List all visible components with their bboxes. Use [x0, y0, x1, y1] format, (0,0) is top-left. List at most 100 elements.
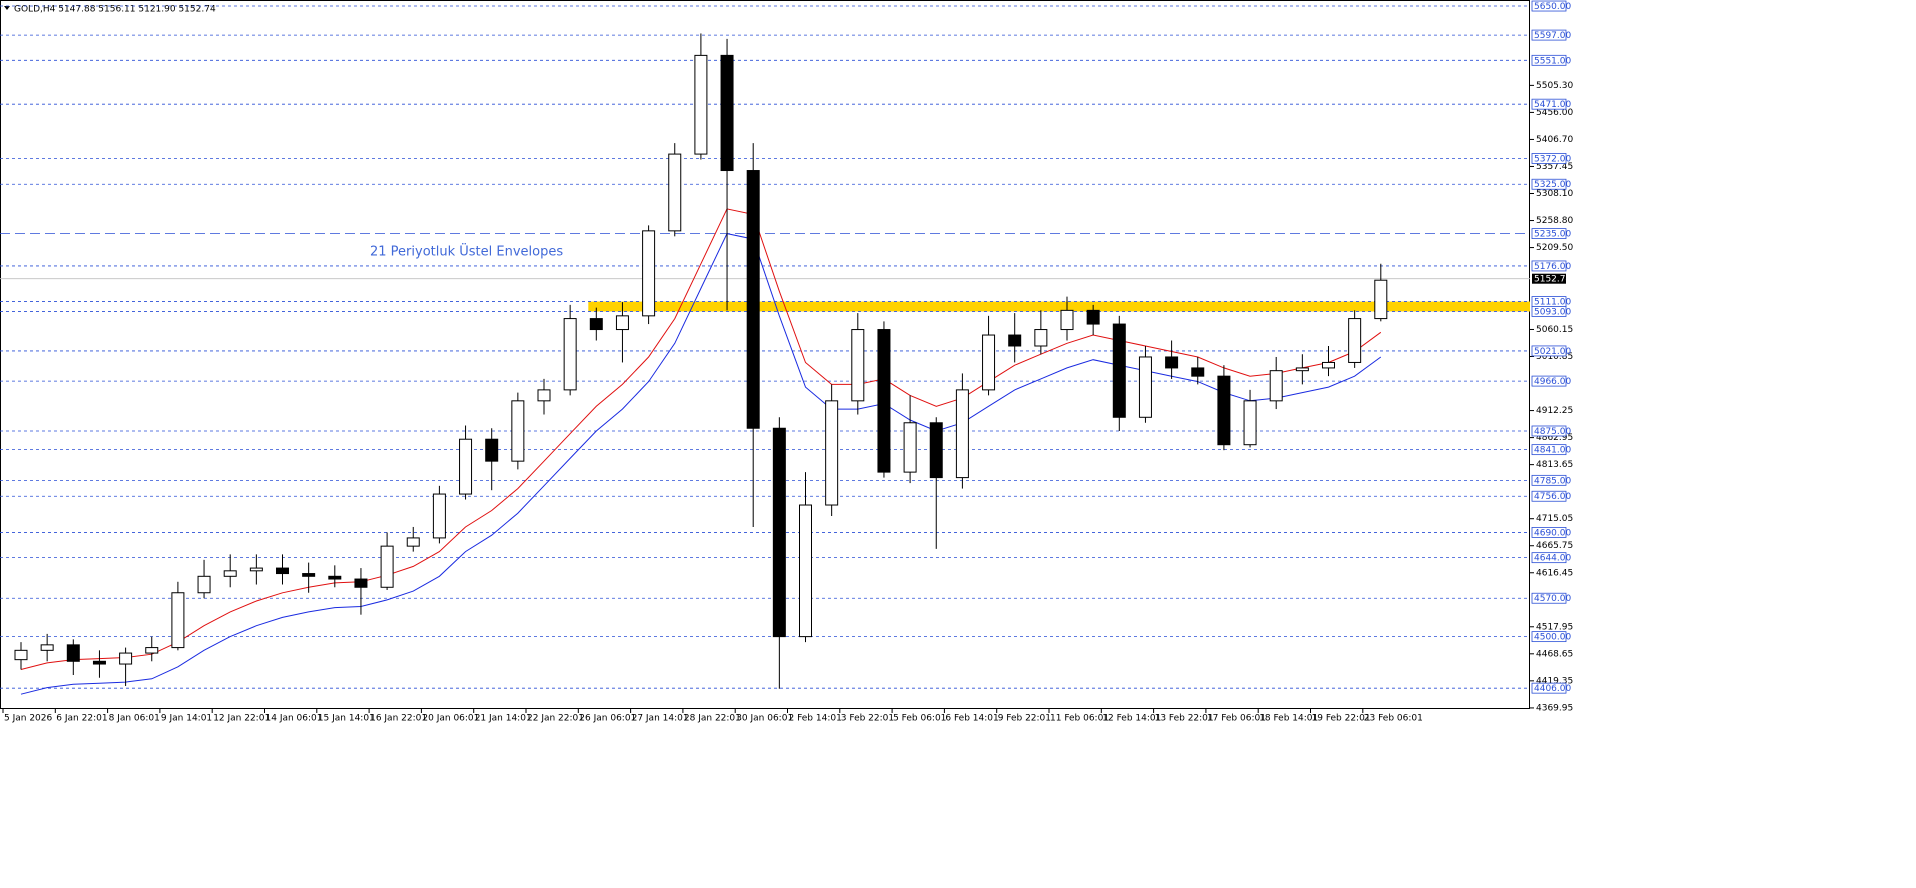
candle-body [563, 318, 577, 391]
candle [615, 302, 629, 363]
level-label-box [1531, 631, 1567, 643]
candle [1295, 354, 1309, 385]
candle-body [1348, 318, 1362, 363]
candle [772, 417, 786, 689]
candle [982, 315, 996, 396]
x-tick-label: 9 Feb 22:01 [998, 714, 1051, 724]
x-tick-label: 14 Jan 06:01 [266, 714, 323, 724]
candle [197, 559, 211, 599]
level-label: 4690.00 [1534, 528, 1571, 538]
y-tick-label: 5010.85 [1536, 352, 1573, 362]
candle-body [642, 230, 656, 317]
level-label: 4966.00 [1534, 377, 1571, 387]
x-tick-label: 8 Jan 06:01 [109, 714, 160, 724]
candle-body [1165, 356, 1179, 369]
x-tick-label: 20 Jan 06:01 [422, 714, 479, 724]
x-tick-label: 6 Jan 22:01 [56, 714, 107, 724]
candle-body [66, 644, 80, 662]
x-tick-label: 15 Jan 14:01 [318, 714, 375, 724]
candle-body [92, 660, 106, 665]
candle-body [903, 422, 917, 473]
candle-body [851, 329, 865, 402]
candle-body [40, 644, 54, 651]
level-label: 5235.00 [1534, 230, 1571, 240]
y-tick-label: 4468.65 [1536, 649, 1573, 659]
level-label: 5597.00 [1534, 31, 1571, 41]
level-label-box [1531, 592, 1567, 604]
candle [668, 143, 682, 237]
x-tick-label: 5 Jan 2026 [4, 714, 52, 724]
y-tick-label: 5258.80 [1536, 216, 1573, 226]
y-tick-label: 5209.50 [1536, 243, 1573, 253]
candle [1060, 296, 1074, 341]
resistance-zone [588, 301, 1530, 312]
candle-body [1191, 367, 1205, 377]
candle [406, 526, 420, 552]
x-tick-label: 26 Jan 06:01 [579, 714, 636, 724]
current-price-box [1532, 273, 1566, 284]
y-tick-label: 5308.10 [1536, 189, 1573, 199]
level-label-box [1531, 153, 1567, 164]
x-tick-label: 2 Feb 14:01 [789, 714, 842, 724]
level-label-box [1531, 306, 1567, 317]
candle [537, 378, 551, 415]
candle-body [328, 575, 342, 580]
candle-body [459, 438, 473, 495]
x-tick-label: 28 Jan 22:01 [684, 714, 741, 724]
x-tick-label: 16 Jan 22:01 [370, 714, 427, 724]
candle [799, 472, 812, 643]
candle-body [145, 647, 159, 654]
candle-body [171, 592, 185, 649]
level-label-box [1531, 0, 1567, 12]
candle [694, 33, 708, 160]
level-label-box [1531, 490, 1567, 502]
candle [955, 373, 969, 489]
candle [1086, 304, 1100, 336]
x-tick-label: 12 Jan 22:01 [213, 714, 270, 724]
candle-body [1008, 334, 1022, 347]
candle-body [1060, 309, 1074, 331]
candle [511, 392, 525, 470]
level-label: 5325.00 [1534, 180, 1571, 190]
candle [642, 225, 656, 325]
level-label: 4841.00 [1534, 446, 1571, 456]
candle-body [380, 545, 394, 588]
candle-body [955, 389, 969, 479]
candle [249, 554, 263, 585]
candle-body [1112, 323, 1126, 418]
candle [223, 554, 237, 588]
level-label-box [1531, 425, 1567, 437]
x-tick-label: 9 Jan 14:01 [161, 714, 212, 724]
candle-body [589, 318, 603, 331]
candle [459, 425, 473, 500]
level-label-box [1531, 552, 1567, 564]
candle-body [694, 54, 708, 155]
candle-body [485, 438, 499, 462]
candle [1243, 389, 1257, 448]
candle [14, 642, 28, 670]
level-label-box [1531, 178, 1567, 190]
level-label: 5111.00 [1534, 298, 1571, 308]
level-label-box [1531, 54, 1567, 66]
candle-body [1322, 361, 1335, 369]
level-label-box [1531, 98, 1567, 110]
candle [877, 321, 891, 478]
x-tick-label: 27 Jan 14:01 [632, 714, 689, 724]
x-tick-label: 21 Jan 14:01 [475, 714, 532, 724]
candle [1191, 356, 1205, 385]
candle-body [119, 652, 133, 665]
candle-body [668, 153, 682, 232]
candle [929, 417, 943, 549]
level-label: 4500.00 [1534, 633, 1571, 643]
envelope-line [20, 233, 1382, 695]
candle-body [302, 573, 316, 577]
level-label: 5176.00 [1534, 262, 1571, 272]
candle [825, 384, 839, 516]
x-tick-label: 17 Feb 06:01 [1207, 714, 1266, 724]
x-tick-label: 23 Feb 06:01 [1364, 714, 1423, 724]
current-price-label: 5152.74 [1534, 275, 1571, 285]
candle [1374, 263, 1388, 322]
level-label: 4644.00 [1534, 554, 1571, 564]
candle-body [1138, 356, 1152, 418]
candle [119, 647, 133, 686]
